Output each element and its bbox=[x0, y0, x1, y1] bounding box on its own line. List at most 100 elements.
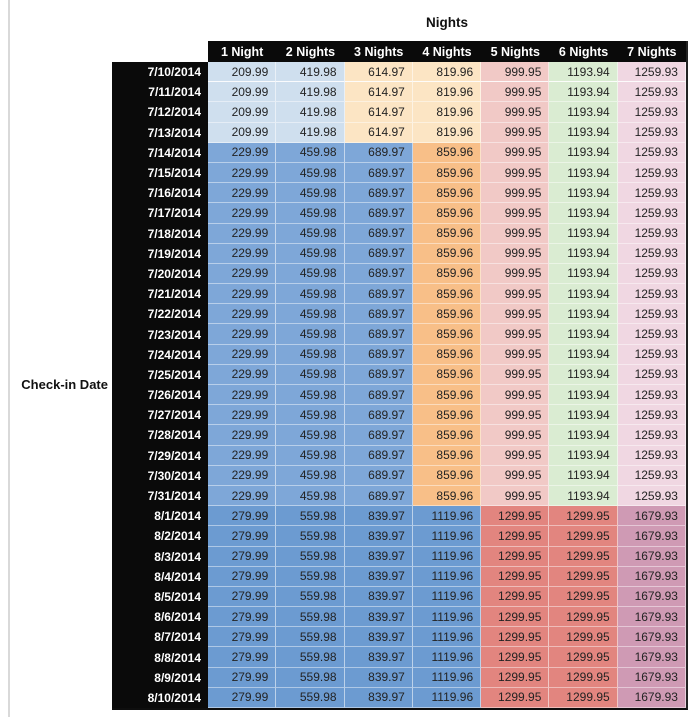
price-cell[interactable]: 459.98 bbox=[276, 485, 345, 507]
price-cell[interactable]: 279.99 bbox=[208, 667, 277, 688]
price-cell[interactable]: 1193.94 bbox=[549, 284, 618, 305]
price-cell[interactable]: 859.96 bbox=[412, 223, 482, 244]
price-cell[interactable]: 689.97 bbox=[344, 183, 413, 204]
row-header-date[interactable]: 7/25/2014 bbox=[112, 364, 208, 385]
price-cell[interactable]: 1259.93 bbox=[617, 122, 686, 143]
price-cell[interactable]: 999.95 bbox=[481, 243, 550, 264]
row-header-date[interactable]: 7/22/2014 bbox=[112, 304, 208, 325]
price-cell[interactable]: 689.97 bbox=[344, 364, 413, 385]
price-cell[interactable]: 1299.95 bbox=[481, 586, 550, 608]
price-cell[interactable]: 459.98 bbox=[276, 385, 345, 406]
price-cell[interactable]: 999.95 bbox=[481, 82, 550, 103]
price-cell[interactable]: 859.96 bbox=[412, 324, 482, 345]
price-cell[interactable]: 1679.93 bbox=[617, 687, 686, 708]
price-cell[interactable]: 859.96 bbox=[412, 263, 482, 285]
price-cell[interactable]: 229.99 bbox=[208, 385, 277, 406]
row-header-date[interactable]: 8/5/2014 bbox=[112, 586, 208, 608]
price-cell[interactable]: 999.95 bbox=[481, 445, 550, 466]
price-cell[interactable]: 859.96 bbox=[412, 344, 482, 365]
price-cell[interactable]: 1299.95 bbox=[549, 506, 618, 527]
price-cell[interactable]: 559.98 bbox=[276, 526, 345, 547]
price-cell[interactable]: 839.97 bbox=[344, 647, 413, 668]
price-cell[interactable]: 999.95 bbox=[481, 102, 550, 123]
price-cell[interactable]: 279.99 bbox=[208, 687, 277, 708]
price-cell[interactable]: 859.96 bbox=[412, 425, 482, 446]
price-cell[interactable]: 209.99 bbox=[208, 82, 277, 103]
row-header-date[interactable]: 7/28/2014 bbox=[112, 425, 208, 446]
price-cell[interactable]: 819.96 bbox=[412, 122, 482, 143]
price-cell[interactable]: 614.97 bbox=[344, 102, 413, 123]
column-header[interactable]: 6 Nights bbox=[549, 41, 618, 62]
price-cell[interactable]: 689.97 bbox=[344, 445, 413, 466]
price-cell[interactable]: 859.96 bbox=[412, 485, 482, 507]
price-cell[interactable]: 1193.94 bbox=[549, 465, 618, 486]
price-cell[interactable]: 459.98 bbox=[276, 465, 345, 486]
price-cell[interactable]: 1193.94 bbox=[549, 263, 618, 285]
price-cell[interactable]: 279.99 bbox=[208, 607, 277, 628]
row-header-date[interactable]: 7/27/2014 bbox=[112, 405, 208, 426]
row-header-date[interactable]: 7/12/2014 bbox=[112, 102, 208, 123]
price-cell[interactable]: 1259.93 bbox=[617, 385, 686, 406]
price-cell[interactable]: 689.97 bbox=[344, 203, 413, 224]
price-cell[interactable]: 689.97 bbox=[344, 485, 413, 507]
price-cell[interactable]: 1259.93 bbox=[617, 162, 686, 184]
price-cell[interactable]: 559.98 bbox=[276, 667, 345, 688]
price-cell[interactable]: 209.99 bbox=[208, 102, 277, 123]
column-header[interactable]: 7 Nights bbox=[617, 41, 686, 62]
price-cell[interactable]: 1259.93 bbox=[617, 485, 686, 507]
column-header[interactable]: 4 Nights bbox=[412, 41, 482, 62]
price-cell[interactable]: 1259.93 bbox=[617, 82, 686, 103]
price-cell[interactable]: 614.97 bbox=[344, 122, 413, 143]
price-cell[interactable]: 1259.93 bbox=[617, 304, 686, 325]
price-cell[interactable]: 229.99 bbox=[208, 445, 277, 466]
price-cell[interactable]: 839.97 bbox=[344, 566, 413, 587]
price-cell[interactable]: 1259.93 bbox=[617, 405, 686, 426]
price-cell[interactable]: 1259.93 bbox=[617, 324, 686, 345]
price-cell[interactable]: 1259.93 bbox=[617, 425, 686, 446]
row-header-date[interactable]: 7/30/2014 bbox=[112, 465, 208, 486]
column-header[interactable]: 5 Nights bbox=[481, 41, 550, 62]
row-header-date[interactable]: 7/18/2014 bbox=[112, 223, 208, 244]
price-cell[interactable]: 459.98 bbox=[276, 243, 345, 264]
price-cell[interactable]: 279.99 bbox=[208, 526, 277, 547]
price-cell[interactable]: 1679.93 bbox=[617, 526, 686, 547]
price-cell[interactable]: 614.97 bbox=[344, 82, 413, 103]
price-cell[interactable]: 229.99 bbox=[208, 203, 277, 224]
row-header-date[interactable]: 8/10/2014 bbox=[112, 687, 208, 708]
price-cell[interactable]: 1193.94 bbox=[549, 122, 618, 143]
price-cell[interactable]: 1193.94 bbox=[549, 445, 618, 466]
price-cell[interactable]: 839.97 bbox=[344, 627, 413, 648]
price-cell[interactable]: 1299.95 bbox=[481, 627, 550, 648]
price-cell[interactable]: 229.99 bbox=[208, 223, 277, 244]
price-cell[interactable]: 459.98 bbox=[276, 344, 345, 365]
price-cell[interactable]: 229.99 bbox=[208, 465, 277, 486]
price-cell[interactable]: 229.99 bbox=[208, 344, 277, 365]
price-cell[interactable]: 459.98 bbox=[276, 142, 345, 163]
row-header-date[interactable]: 7/31/2014 bbox=[112, 485, 208, 507]
price-cell[interactable]: 1193.94 bbox=[549, 102, 618, 123]
price-cell[interactable]: 1259.93 bbox=[617, 102, 686, 123]
price-cell[interactable]: 999.95 bbox=[481, 162, 550, 184]
price-cell[interactable]: 459.98 bbox=[276, 284, 345, 305]
price-cell[interactable]: 459.98 bbox=[276, 203, 345, 224]
price-cell[interactable]: 419.98 bbox=[276, 82, 345, 103]
price-cell[interactable]: 1119.96 bbox=[412, 687, 482, 708]
price-cell[interactable]: 1679.93 bbox=[617, 647, 686, 668]
price-cell[interactable]: 819.96 bbox=[412, 62, 482, 83]
price-cell[interactable]: 1193.94 bbox=[549, 485, 618, 507]
price-cell[interactable]: 999.95 bbox=[481, 364, 550, 385]
row-header-date[interactable]: 7/10/2014 bbox=[112, 62, 208, 83]
price-cell[interactable]: 1299.95 bbox=[481, 687, 550, 708]
price-cell[interactable]: 1299.95 bbox=[549, 647, 618, 668]
row-header-date[interactable]: 7/20/2014 bbox=[112, 263, 208, 285]
row-header-date[interactable]: 8/1/2014 bbox=[112, 506, 208, 527]
price-cell[interactable]: 419.98 bbox=[276, 62, 345, 83]
price-cell[interactable]: 1259.93 bbox=[617, 445, 686, 466]
price-cell[interactable]: 859.96 bbox=[412, 304, 482, 325]
price-cell[interactable]: 1193.94 bbox=[549, 405, 618, 426]
price-cell[interactable]: 1193.94 bbox=[549, 162, 618, 184]
price-cell[interactable]: 459.98 bbox=[276, 263, 345, 285]
price-cell[interactable]: 614.97 bbox=[344, 62, 413, 83]
price-cell[interactable]: 1299.95 bbox=[481, 506, 550, 527]
price-cell[interactable]: 459.98 bbox=[276, 425, 345, 446]
